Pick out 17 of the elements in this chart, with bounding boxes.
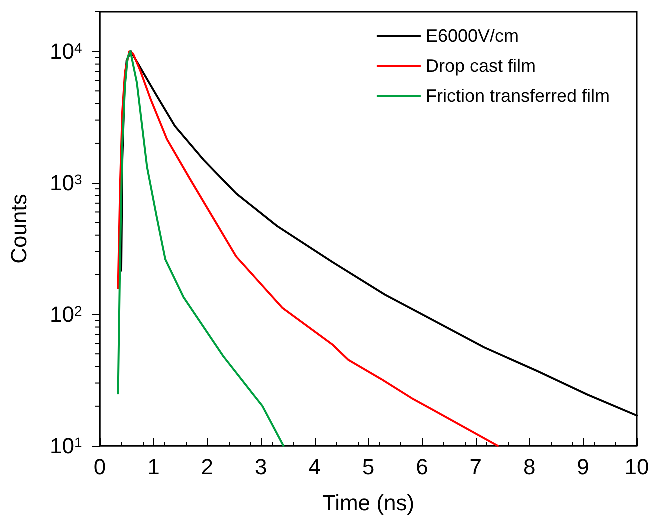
x-tick-label: 3	[254, 454, 268, 480]
x-tick-label: 0	[94, 454, 106, 480]
x-tick-label: 6	[416, 454, 428, 480]
legend-label: Drop cast film	[426, 56, 536, 76]
x-tick-label: 10	[624, 454, 650, 480]
x-tick-label: 4	[308, 454, 321, 480]
x-tick-label: 8	[523, 454, 536, 480]
legend-label: E6000V/cm	[426, 26, 520, 46]
x-tick-label: 2	[201, 454, 214, 480]
legend-label: Friction transferred film	[426, 86, 610, 106]
x-tick-label: 1	[148, 454, 160, 480]
x-tick-label: 9	[577, 454, 590, 480]
line-series	[117, 50, 285, 447]
x-axis-title: Time (ns)	[322, 490, 415, 516]
x-tick-label: 5	[362, 454, 375, 480]
x-tick-label: 7	[470, 454, 482, 480]
y-axis-title: Counts	[6, 194, 32, 264]
